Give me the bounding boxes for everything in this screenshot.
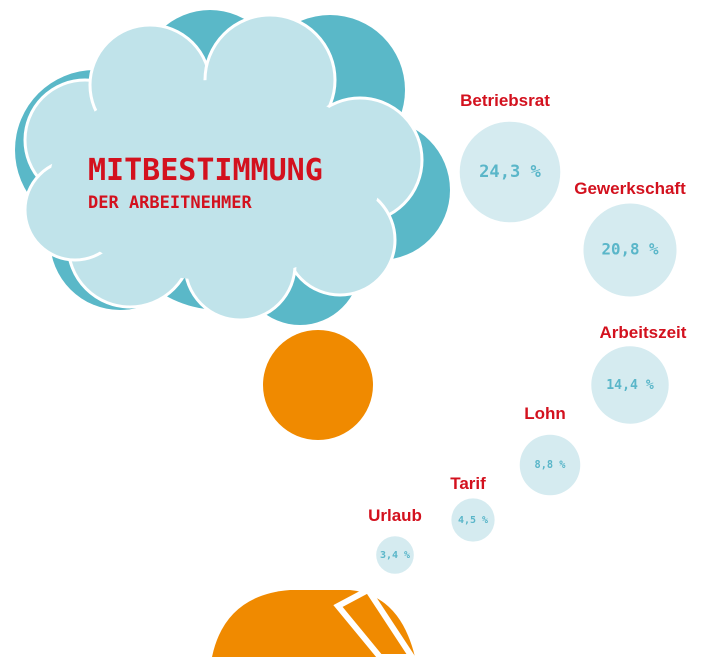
- category-label: Gewerkschaft: [574, 179, 686, 198]
- bubble: [376, 536, 414, 574]
- bubble: [451, 498, 495, 542]
- category-label: Lohn: [524, 404, 566, 423]
- bubble: [583, 203, 677, 297]
- value-label: 4,5 %: [458, 515, 488, 526]
- category-label: Arbeitszeit: [600, 323, 687, 342]
- subtitle: DER ARBEITNEHMER: [88, 193, 253, 213]
- cloud-fill: [50, 80, 380, 280]
- bubble: [519, 434, 581, 496]
- value-label: 8,8 %: [535, 459, 567, 471]
- value-label: 3,4 %: [380, 550, 410, 561]
- category-label: Urlaub: [368, 506, 422, 525]
- value-label: 20,8 %: [601, 240, 659, 259]
- person: [212, 330, 416, 657]
- value-label: 24,3 %: [479, 162, 541, 182]
- bubble: [459, 121, 561, 223]
- title: MITBESTIMMUNG: [88, 153, 323, 188]
- category-label: Tarif: [450, 474, 486, 493]
- value-label: 14,4 %: [606, 378, 654, 393]
- bubble: [591, 346, 669, 424]
- category-label: Betriebsrat: [460, 91, 550, 110]
